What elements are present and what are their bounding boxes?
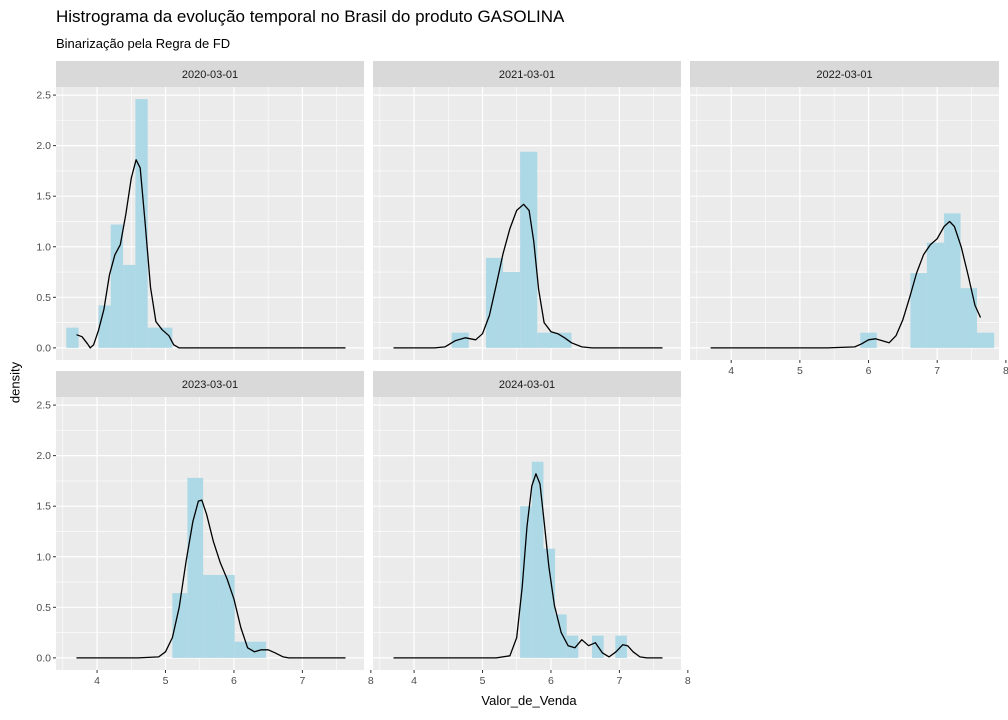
x-tick-label: 7: [934, 365, 940, 377]
x-tick-label: 5: [480, 675, 486, 687]
facet-panel-2023-03-01: 2023-03-01 0.0 0.5 1.0 1.5 2.0 2.5 4 5 6 7 8: [36, 371, 374, 687]
histogram-bar: [187, 477, 204, 658]
histogram-bar: [234, 641, 251, 658]
histogram-bar: [218, 574, 235, 658]
facet-strip-label: 2020-03-01: [182, 69, 238, 81]
facet-strip-label: 2023-03-01: [182, 379, 238, 391]
histogram-bar: [555, 614, 567, 658]
y-tick-label: 1.0: [36, 551, 51, 563]
facet-panel-2022-03-01: 2022-03-01 4 5 6 7 8: [690, 61, 1008, 377]
y-tick-label: 0.5: [36, 602, 51, 614]
x-tick-label: 4: [728, 365, 734, 377]
x-tick-label: 4: [94, 675, 100, 687]
y-tick-label: 1.0: [36, 241, 51, 253]
y-tick-label: 2.5: [36, 90, 51, 102]
histogram-bar: [977, 332, 995, 348]
facet-strip: [56, 371, 364, 397]
x-tick-label: 5: [797, 365, 803, 377]
y-tick-label: 2.0: [36, 140, 51, 152]
histogram-bar: [531, 461, 544, 658]
density-line: [393, 473, 663, 659]
histogram-bar: [543, 548, 556, 658]
x-tick-label: 8: [685, 675, 691, 687]
y-axis-label: density: [7, 361, 23, 404]
facet-strip-label: 2024-03-01: [499, 379, 555, 391]
histogram-bar: [147, 327, 161, 348]
histogram-bar: [520, 151, 538, 348]
facet-strip: [690, 61, 999, 87]
facet-strip: [56, 61, 364, 87]
chart-title: Histrograma da evolução temporal no Bras…: [56, 7, 565, 26]
facet-strip: [373, 61, 681, 87]
y-tick-label: 2.5: [36, 400, 51, 412]
y-tick-label: 0.0: [36, 342, 51, 354]
y-tick-label: 1.5: [36, 501, 51, 513]
facet-strip: [373, 371, 681, 397]
histogram-bar: [172, 593, 188, 658]
y-tick-label: 0.0: [36, 652, 51, 664]
density-line: [76, 159, 346, 349]
density-line: [393, 203, 663, 349]
histogram-bar: [66, 327, 79, 348]
y-tick-label: 1.5: [36, 191, 51, 203]
histogram-bar: [250, 641, 267, 658]
x-tick-label: 7: [299, 675, 305, 687]
histogram-bar: [503, 272, 521, 348]
histogram-bar: [910, 273, 927, 348]
histogram-bar: [926, 242, 945, 348]
density-line: [710, 220, 982, 349]
x-tick-label: 7: [616, 675, 622, 687]
x-tick-label: 6: [548, 675, 554, 687]
x-tick-label: 8: [1003, 365, 1008, 377]
density-line: [76, 499, 346, 659]
x-tick-label: 6: [231, 675, 237, 687]
histogram-bar: [451, 332, 469, 348]
histogram-bar: [537, 332, 555, 348]
histogram-bar: [160, 327, 173, 348]
facet-strip-label: 2021-03-01: [499, 69, 555, 81]
facet-panel-2024-03-01: 2024-03-01 4 5 6 7 8: [373, 371, 691, 687]
histogram-bar: [520, 506, 532, 658]
facet-panel-2021-03-01: 2021-03-01: [373, 61, 689, 360]
x-axis-label: Valor_de_Venda: [481, 693, 577, 708]
y-tick-label: 0.5: [36, 292, 51, 304]
x-tick-label: 4: [411, 675, 417, 687]
y-tick-label: 2.0: [36, 450, 51, 462]
histogram-bar: [485, 257, 504, 348]
histogram-bar: [960, 288, 978, 348]
x-tick-label: 5: [163, 675, 169, 687]
histogram-bar: [203, 574, 219, 658]
x-tick-label: 8: [368, 675, 374, 687]
histogram-bar: [98, 305, 111, 348]
x-tick-label: 6: [866, 365, 872, 377]
chart-subtitle: Binarização pela Regra de FD: [56, 36, 231, 51]
facet-strip-label: 2022-03-01: [816, 69, 872, 81]
histogram-bar: [944, 213, 961, 348]
histogram-bar: [135, 99, 148, 348]
histogram-bar: [554, 332, 572, 348]
facet-panel-2020-03-01: 2020-03-01 0.0 0.5 1.0 1.5 2.0 2.5: [36, 61, 372, 360]
histogram-bar: [110, 224, 124, 348]
histogram-bar: [123, 264, 136, 348]
